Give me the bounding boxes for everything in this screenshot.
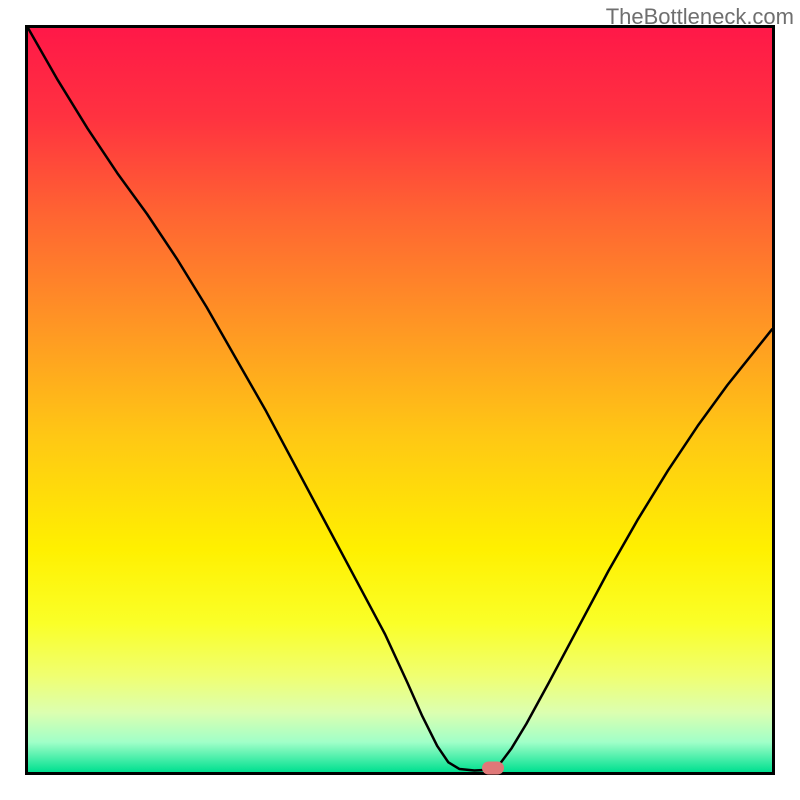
curve-path [28, 28, 772, 771]
canvas: TheBottleneck.com [0, 0, 800, 800]
watermark-text: TheBottleneck.com [606, 4, 794, 30]
bottleneck-curve [28, 28, 772, 772]
plot-area [25, 25, 775, 775]
optimal-marker [482, 761, 504, 774]
